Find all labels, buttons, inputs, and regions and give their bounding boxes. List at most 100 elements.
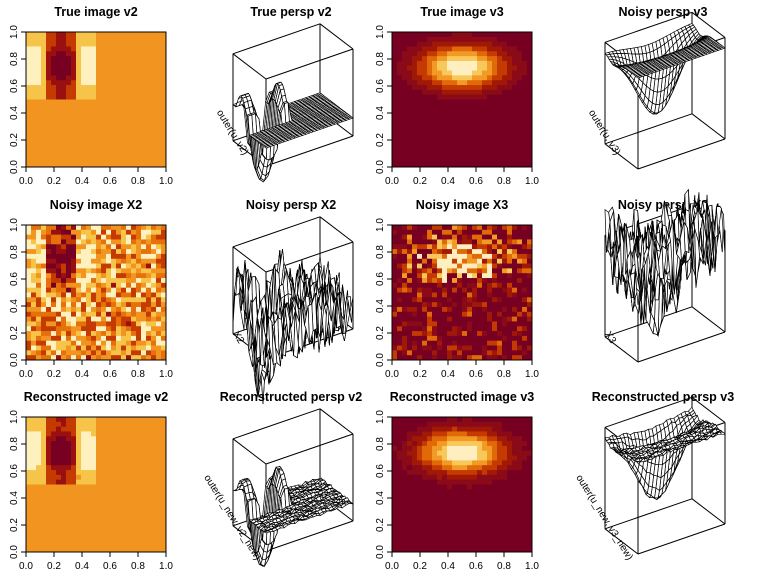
heatmap-cell [46, 311, 52, 318]
heatmap-cell [101, 133, 107, 139]
heatmap-cell [442, 142, 448, 149]
heatmap-cell [447, 65, 453, 71]
heatmap-cell [51, 268, 57, 274]
heatmap-cell [457, 306, 463, 313]
heatmap-cell [136, 46, 142, 52]
heatmap-cell [66, 138, 72, 144]
heatmap-cell [422, 321, 428, 327]
heatmap-cell [156, 355, 162, 361]
heatmap-cell [412, 234, 418, 240]
heatmap-cell [56, 253, 62, 260]
heatmap-cell [397, 234, 403, 240]
heatmap-cell [81, 32, 87, 38]
heatmap-cell [437, 316, 443, 322]
heatmap-cell [427, 46, 433, 52]
heatmap-cell [457, 229, 463, 236]
heatmap-cell [31, 331, 37, 337]
heatmap-cell [86, 142, 92, 149]
heatmap-cell [457, 268, 463, 274]
heatmap-cell [457, 89, 463, 96]
heatmap-cell [482, 345, 488, 351]
x-tick-label: 0.2 [47, 176, 61, 187]
heatmap-cell [482, 244, 488, 250]
heatmap-cell [412, 268, 418, 274]
heatmap-cell [487, 282, 493, 289]
heatmap-cell [151, 311, 157, 318]
heatmap-cell [81, 253, 87, 260]
heatmap-cell [422, 118, 428, 125]
heatmap-cell [422, 99, 428, 105]
heatmap-cell [66, 152, 72, 158]
heatmap-cell [507, 80, 513, 86]
heatmap-cell [422, 32, 428, 38]
heatmap-cell [96, 51, 102, 57]
heatmap-cell [507, 36, 513, 43]
heatmap-cell [467, 70, 473, 76]
heatmap-cell [487, 249, 493, 255]
heatmap-cell [437, 302, 443, 308]
heatmap-cell [101, 99, 107, 105]
heatmap-cell [437, 162, 443, 168]
heatmap-cell [81, 80, 87, 86]
heatmap-cell [472, 85, 478, 91]
heatmap-cell [101, 118, 107, 125]
heatmap-cell [86, 268, 92, 274]
heatmap-cell [146, 133, 152, 139]
heatmap-cell [81, 244, 87, 250]
heatmap-cell [392, 41, 398, 47]
heatmap-cell [392, 225, 398, 231]
heatmap-cell [487, 311, 493, 318]
heatmap-cell [492, 80, 498, 86]
heatmap-cell [472, 340, 478, 346]
heatmap-cell [81, 350, 87, 356]
heatmap-cell [447, 253, 453, 260]
heatmap-cell [131, 56, 137, 62]
heatmap-cell [472, 258, 478, 264]
heatmap-cell [156, 89, 162, 96]
heatmap-cell [86, 80, 92, 86]
heatmap-cell [131, 85, 137, 91]
heatmap-cell [402, 316, 408, 322]
heatmap-cell [136, 89, 142, 96]
heatmap-cell [502, 278, 508, 284]
heatmap-cell [116, 287, 122, 293]
heatmap-cell [71, 306, 77, 313]
heatmap-cell [31, 157, 37, 163]
heatmap-cell [407, 85, 413, 91]
heatmap-cell [131, 99, 137, 105]
heatmap-cell [106, 70, 112, 76]
heatmap-cell [36, 133, 42, 139]
heatmap-cell [96, 32, 102, 38]
heatmap-cell [96, 311, 102, 318]
heatmap-cell [437, 60, 443, 67]
heatmap-cell [527, 331, 533, 337]
heatmap-cell [487, 239, 493, 245]
heatmap-cell [116, 282, 122, 289]
heatmap-cell [101, 94, 107, 100]
heatmap-cell [86, 249, 92, 255]
heatmap-cell [422, 302, 428, 308]
heatmap-cell [422, 345, 428, 351]
heatmap-cell [412, 282, 418, 289]
heatmap-cell [81, 282, 87, 289]
heatmap-cell [61, 123, 67, 129]
heatmap-cell [156, 350, 162, 356]
heatmap-cell [91, 340, 97, 346]
heatmap-cell [452, 104, 458, 110]
heatmap-cell [41, 36, 47, 43]
heatmap-cell [111, 321, 117, 327]
heatmap-cell [131, 51, 137, 57]
heatmap-cell [51, 321, 57, 327]
heatmap-cell [91, 306, 97, 313]
heatmap-cell [507, 273, 513, 279]
heatmap-cell [86, 152, 92, 158]
heatmap-cell [517, 113, 523, 120]
heatmap-cell [517, 306, 523, 313]
heatmap-cell [492, 113, 498, 120]
heatmap-cell [482, 118, 488, 125]
heatmap-cell [76, 229, 82, 236]
heatmap-cell [156, 321, 162, 327]
heatmap-cell [487, 229, 493, 236]
heatmap-cell [116, 128, 122, 134]
heatmap-cell [161, 89, 167, 96]
